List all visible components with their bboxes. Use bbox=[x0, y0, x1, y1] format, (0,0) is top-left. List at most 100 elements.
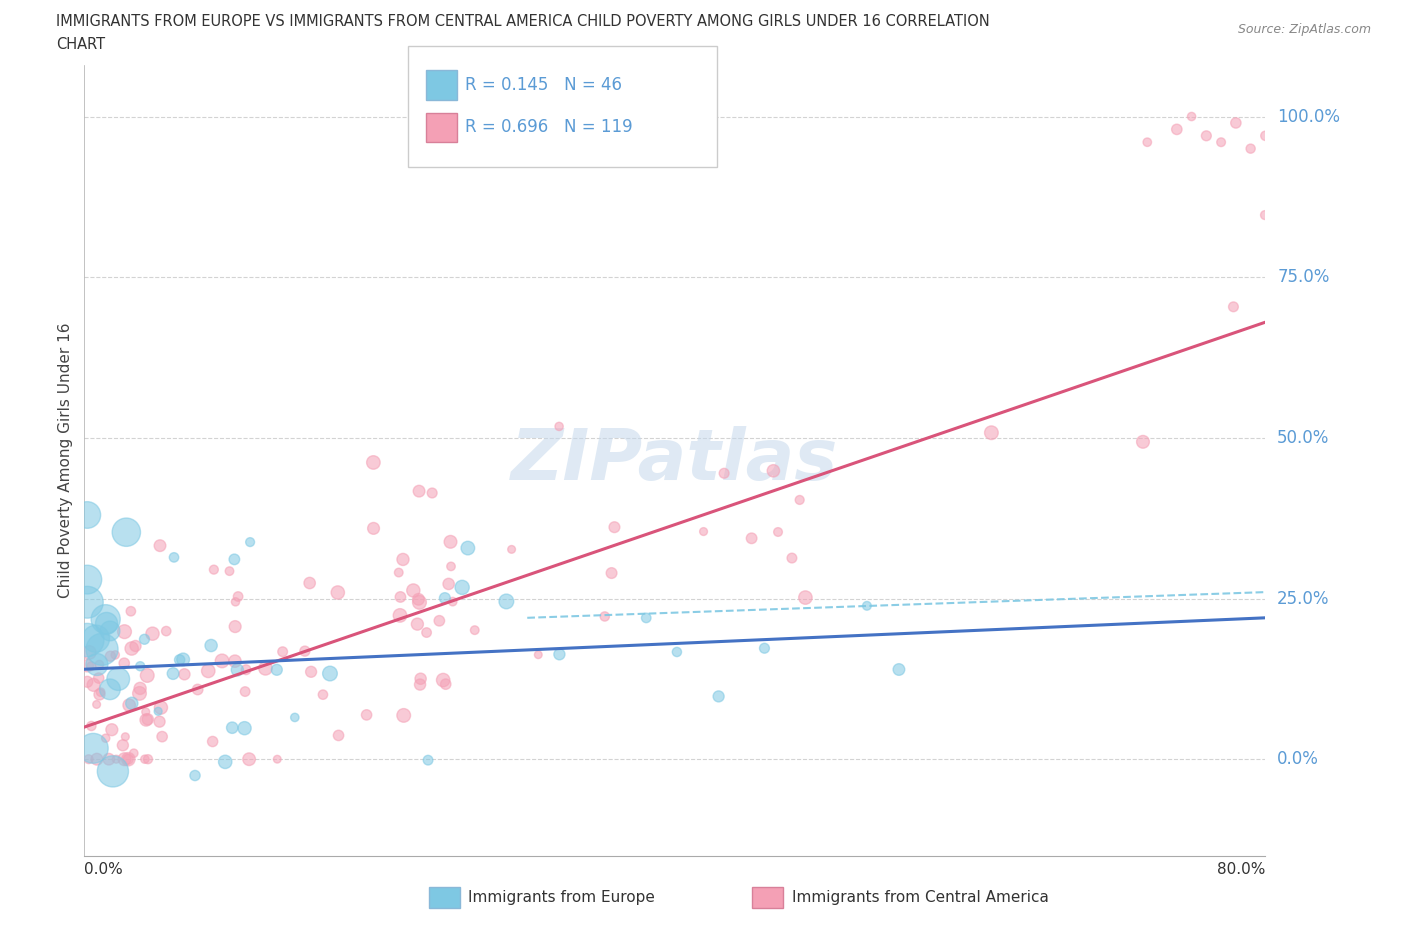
Point bbox=[91, 642, 114, 657]
Point bbox=[105, 751, 128, 766]
Point bbox=[780, 551, 803, 565]
Point bbox=[214, 754, 236, 769]
Point bbox=[129, 658, 152, 673]
Text: 0.0%: 0.0% bbox=[84, 862, 124, 877]
Point bbox=[707, 689, 730, 704]
Point bbox=[233, 684, 256, 699]
Point bbox=[184, 768, 207, 783]
Point bbox=[111, 737, 134, 752]
Point bbox=[163, 550, 186, 565]
Point bbox=[221, 720, 243, 735]
Point bbox=[101, 764, 124, 778]
Point bbox=[1195, 128, 1218, 143]
Point bbox=[254, 661, 277, 676]
Point bbox=[713, 466, 735, 481]
Point bbox=[76, 658, 98, 673]
Point bbox=[408, 484, 430, 498]
Point bbox=[980, 425, 1002, 440]
Point bbox=[112, 656, 135, 671]
Point bbox=[1225, 115, 1247, 130]
Point bbox=[593, 609, 616, 624]
Point bbox=[76, 508, 98, 523]
Point bbox=[89, 658, 111, 672]
Point bbox=[218, 564, 240, 578]
Point bbox=[86, 658, 108, 672]
Point bbox=[789, 493, 811, 508]
Point bbox=[136, 751, 159, 766]
Point bbox=[415, 625, 437, 640]
Point bbox=[235, 662, 257, 677]
Point bbox=[887, 662, 910, 677]
Point bbox=[101, 723, 124, 737]
Point bbox=[117, 751, 139, 766]
Point bbox=[121, 641, 143, 656]
Point bbox=[226, 589, 249, 604]
Point bbox=[238, 751, 260, 766]
Point bbox=[121, 696, 143, 711]
Text: Immigrants from Europe: Immigrants from Europe bbox=[468, 890, 655, 905]
Point bbox=[420, 485, 443, 500]
Point bbox=[762, 463, 785, 478]
Text: 80.0%: 80.0% bbox=[1218, 862, 1265, 877]
Point bbox=[603, 520, 626, 535]
Point bbox=[97, 751, 120, 766]
Text: 100.0%: 100.0% bbox=[1277, 108, 1340, 126]
Text: Immigrants from Central America: Immigrants from Central America bbox=[792, 890, 1049, 905]
Point bbox=[392, 708, 415, 723]
Point bbox=[84, 631, 107, 646]
Point bbox=[389, 590, 412, 604]
Point bbox=[406, 617, 429, 631]
Point bbox=[225, 594, 247, 609]
Point bbox=[202, 563, 225, 578]
Point bbox=[89, 687, 111, 702]
Point bbox=[298, 576, 321, 591]
Point bbox=[233, 721, 256, 736]
Point bbox=[83, 677, 105, 692]
Point bbox=[150, 729, 173, 744]
Text: R = 0.145   N = 46: R = 0.145 N = 46 bbox=[465, 75, 623, 94]
Point bbox=[226, 662, 249, 677]
Point bbox=[408, 595, 430, 610]
Point bbox=[128, 686, 150, 701]
Point bbox=[665, 644, 688, 659]
Point bbox=[107, 671, 129, 686]
Point bbox=[90, 684, 112, 699]
Point bbox=[135, 704, 157, 719]
Point bbox=[86, 751, 108, 766]
Point bbox=[457, 540, 479, 555]
Point bbox=[363, 455, 385, 470]
Point bbox=[328, 728, 350, 743]
Point bbox=[856, 598, 879, 613]
Point bbox=[692, 525, 714, 539]
Point bbox=[548, 419, 571, 434]
Point bbox=[146, 704, 169, 719]
Point bbox=[173, 667, 195, 682]
Point bbox=[114, 751, 136, 766]
Text: IMMIGRANTS FROM EUROPE VS IMMIGRANTS FROM CENTRAL AMERICA CHILD POVERTY AMONG GI: IMMIGRANTS FROM EUROPE VS IMMIGRANTS FRO… bbox=[56, 14, 990, 29]
Point bbox=[76, 572, 98, 587]
Point bbox=[169, 653, 191, 668]
Point bbox=[326, 585, 349, 600]
Point bbox=[402, 583, 425, 598]
Point bbox=[149, 538, 172, 553]
Point bbox=[363, 521, 385, 536]
Point bbox=[224, 551, 246, 566]
Point bbox=[527, 647, 550, 662]
Point bbox=[266, 751, 288, 766]
Point bbox=[266, 662, 288, 677]
Point bbox=[136, 668, 159, 683]
Point bbox=[239, 535, 262, 550]
Point bbox=[794, 591, 817, 605]
Point bbox=[122, 746, 145, 761]
Point bbox=[104, 647, 127, 662]
Point bbox=[1132, 434, 1154, 449]
Point bbox=[294, 644, 316, 658]
Point bbox=[155, 624, 177, 639]
Point bbox=[433, 591, 456, 605]
Point bbox=[1254, 207, 1277, 222]
Point bbox=[224, 654, 246, 669]
Point bbox=[149, 700, 172, 715]
Point bbox=[134, 631, 156, 646]
Point bbox=[636, 610, 658, 625]
Point bbox=[741, 531, 763, 546]
